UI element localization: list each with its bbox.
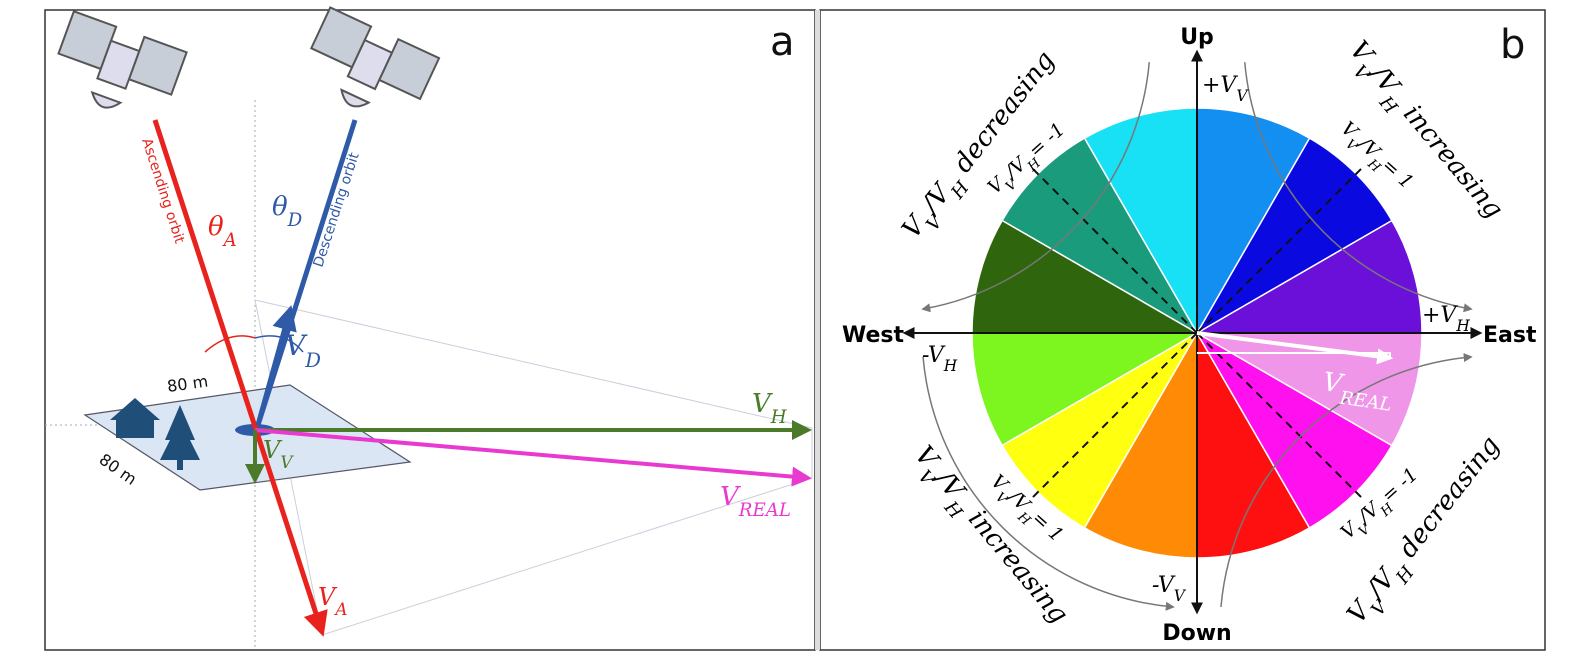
subscript: REAL (738, 500, 791, 521)
direction-up: Up (1180, 25, 1214, 50)
subscript: H (943, 357, 958, 375)
direction-down: Down (1162, 621, 1231, 646)
subscript: V (280, 452, 294, 472)
direction-east: East (1483, 323, 1537, 348)
text-part: -V (1152, 573, 1176, 598)
figure: a Ascending orbit Descending orbit θA θD… (0, 0, 1589, 652)
subscript: D (304, 349, 321, 372)
text-part: θ (208, 212, 224, 242)
subscript: H (770, 407, 788, 428)
subscript: D (287, 210, 303, 231)
subscript: H (1455, 317, 1470, 335)
subscript: A (333, 599, 347, 619)
text-part: +V (1422, 303, 1458, 328)
panel-label: a (770, 19, 795, 65)
divider (815, 10, 820, 650)
direction-west: West (842, 323, 904, 348)
subscript: A (222, 230, 237, 251)
subscript: V (1174, 587, 1187, 605)
text-part: -V (922, 343, 946, 368)
text-part: θ (272, 192, 288, 222)
panel-label: b (1500, 22, 1525, 68)
panel-a-frame (45, 10, 815, 650)
subscript: V (1236, 87, 1249, 105)
text-part: +V (1202, 73, 1238, 98)
